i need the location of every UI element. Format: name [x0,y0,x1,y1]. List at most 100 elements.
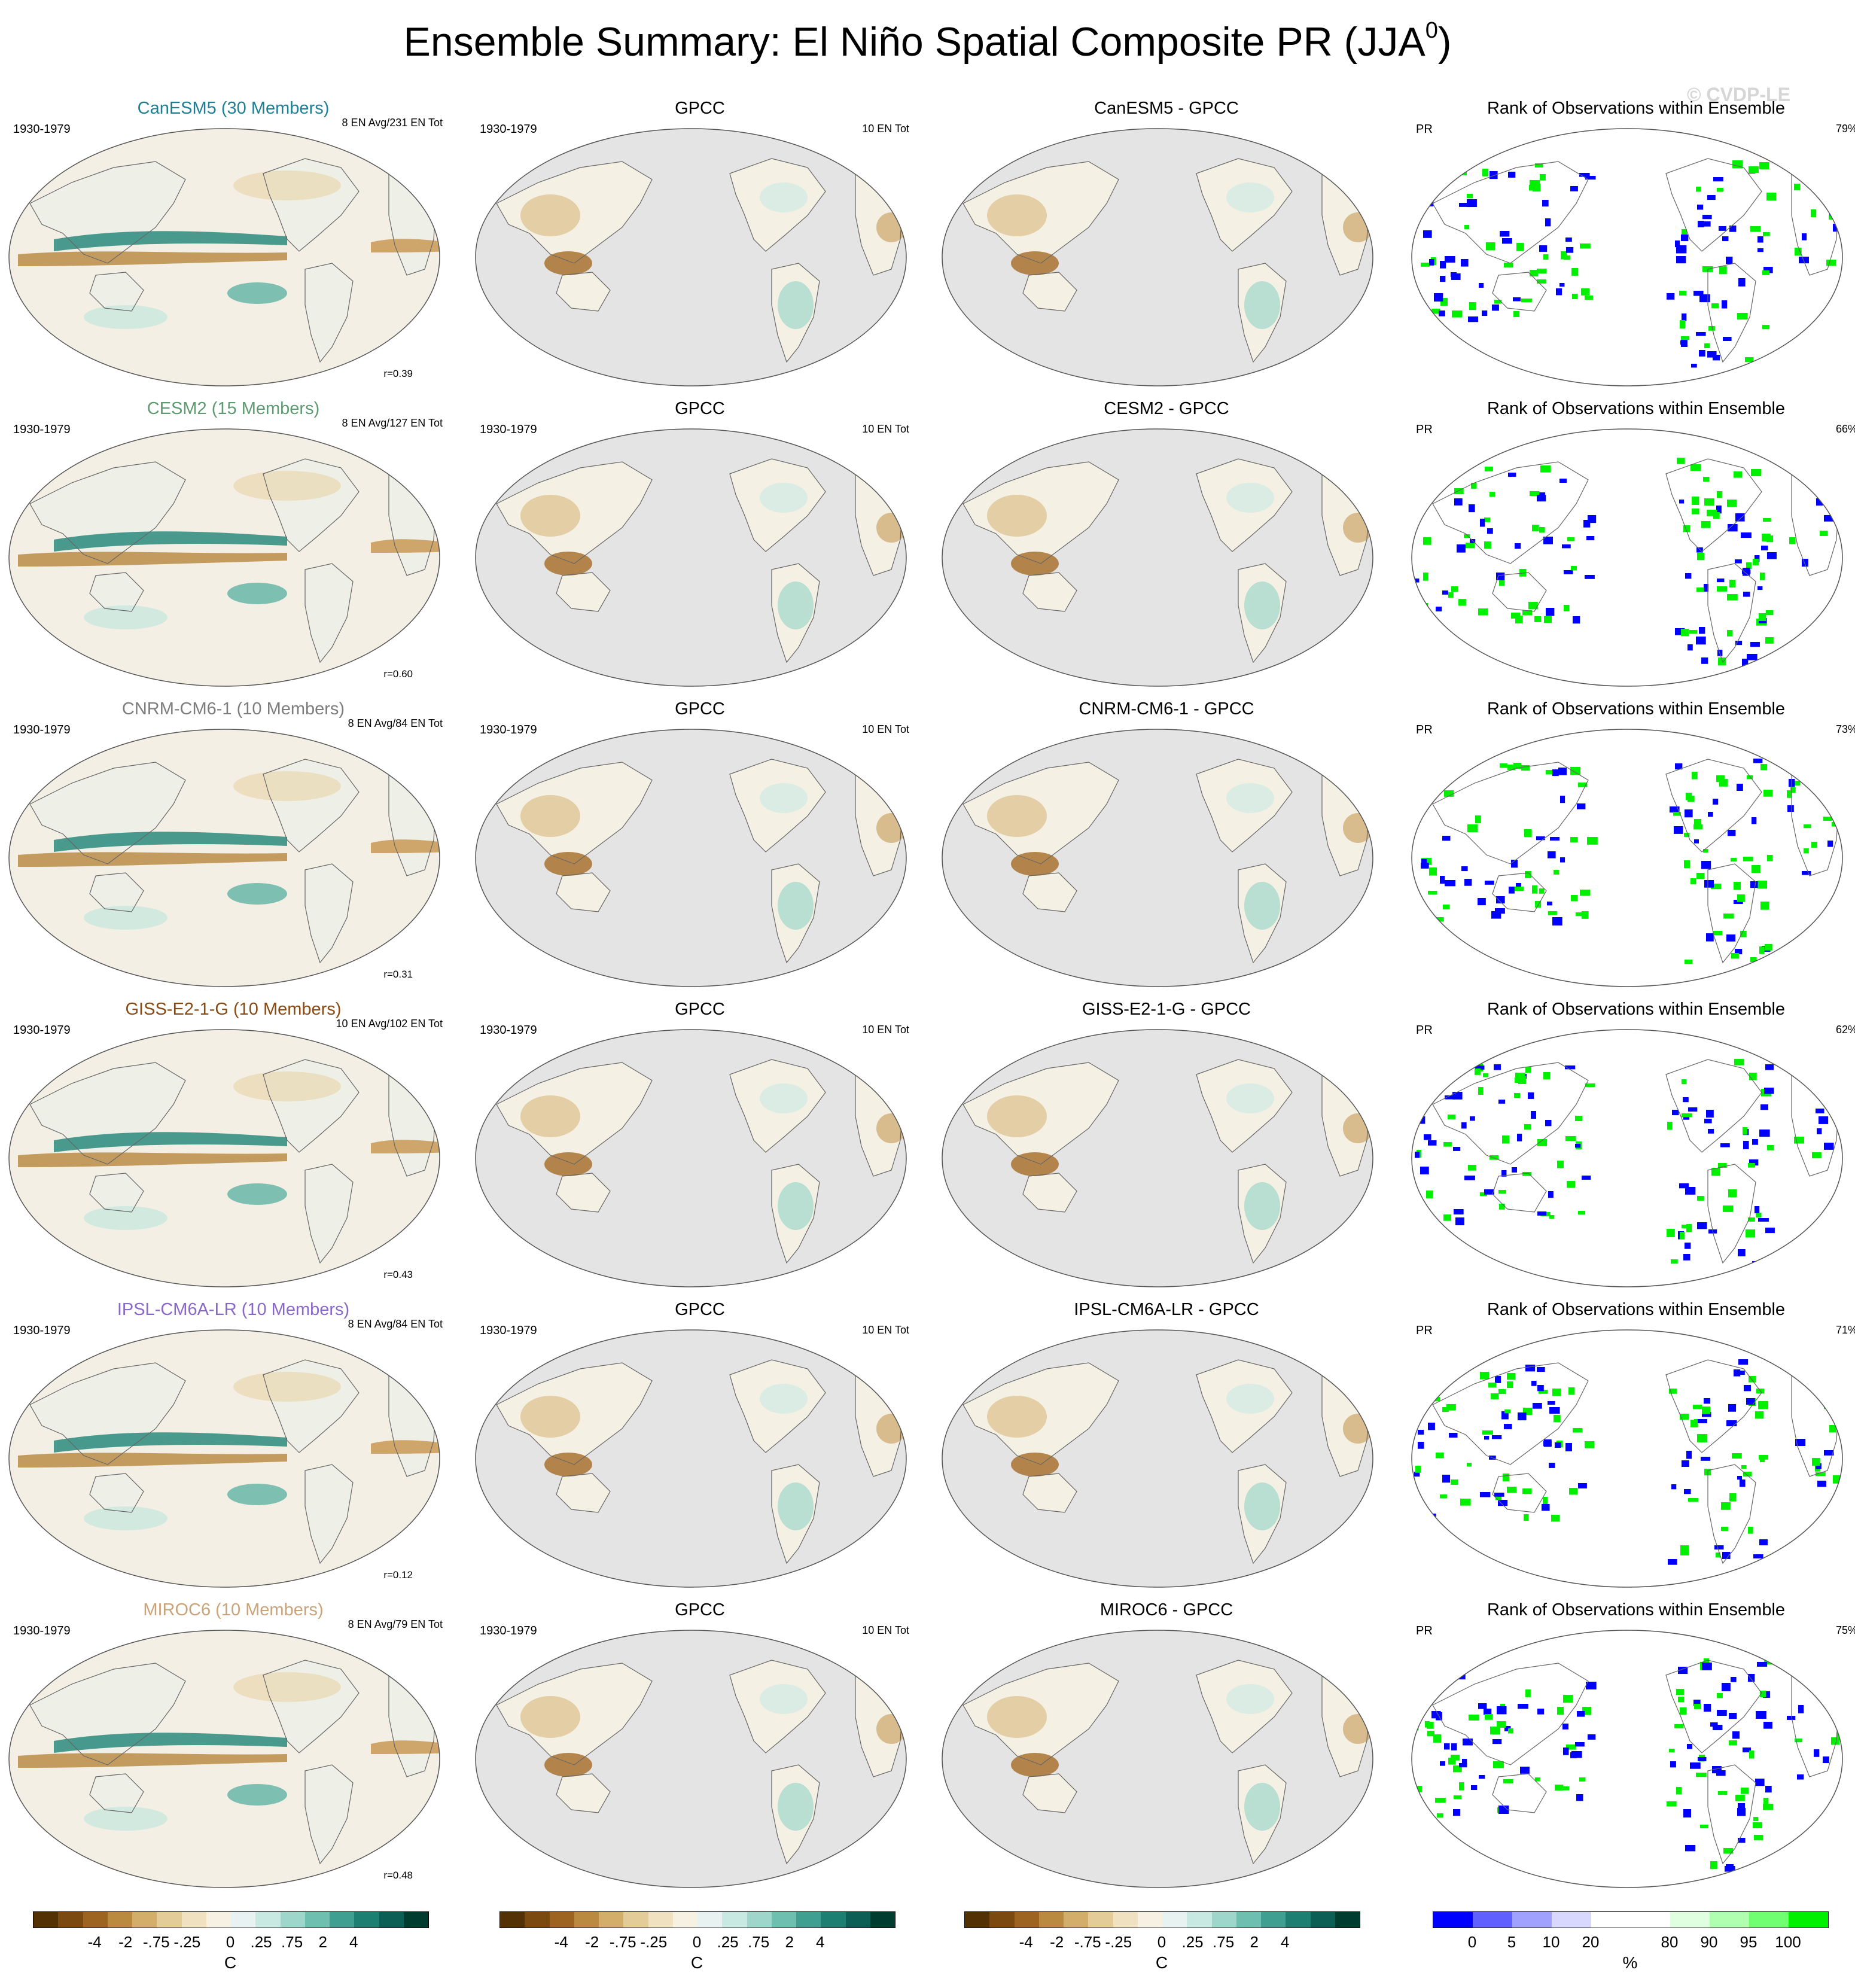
ocean-background [476,1630,906,1887]
rank-cell [1826,260,1836,266]
rank-cell [1698,1757,1707,1761]
rank-cell [1817,1481,1826,1487]
rank-cell [1548,851,1556,858]
rank-cell [1539,888,1545,894]
rank-cell [1454,1665,1463,1670]
rank-title: Rank of Observations within Ensemble [1487,99,1786,118]
coastline [729,1660,826,1753]
coastline [89,1473,144,1513]
colorbar-swatch [1113,1912,1138,1928]
rank-cell [1680,1545,1689,1552]
rank-cell [1452,310,1463,318]
rank-cell [1737,1808,1746,1816]
rank-cell [1487,528,1493,534]
rank-cell [1829,790,1839,796]
rank-cell [1578,783,1588,787]
rank-cell [1500,1704,1506,1709]
rank-cell [1811,842,1817,848]
rank-cell [1704,343,1710,348]
variable-label: PR [1416,123,1433,136]
land-area [1023,1173,1077,1212]
colorbar-swatch [157,1912,182,1928]
rank-cell [1528,1092,1534,1099]
dry-anomaly-band [371,1740,440,1754]
rank-cell [1563,1748,1569,1755]
rank-cell [1467,199,1477,208]
rank-cell [1439,310,1445,316]
rank-cell [1763,267,1773,273]
diff-map [942,1029,1373,1287]
rank-cell [1687,1744,1693,1749]
rank-cell [1749,1159,1759,1166]
rank-cell [1539,492,1546,497]
coastline [496,1362,653,1465]
dry-anomaly-patch [233,1672,341,1702]
rank-cell [1557,1707,1564,1715]
dry-anomaly-patch [520,495,580,537]
dry-anomaly-patch [1343,813,1373,843]
wet-anomaly-patch [84,305,167,329]
rank-cell [1696,187,1701,192]
rank-cell [1535,163,1543,168]
coastline [556,1173,611,1213]
map-border [475,729,907,987]
colorbar-tick-label: -2 [585,1933,599,1951]
rank-title: Rank of Observations within Ensemble [1487,399,1786,418]
dry-anomaly-patch [987,1396,1047,1438]
colorbar-tick-label: 0 [1157,1933,1166,1951]
coastline [1432,461,1589,564]
rank-cell [1737,784,1743,791]
dry-anomaly-patch [1011,1152,1059,1176]
rank-cell [1461,866,1468,872]
rank-cell [1746,1229,1755,1238]
rank-cell [1834,1084,1842,1092]
rank-cell [1521,765,1530,771]
map-border [1411,428,1843,687]
pattern-correlation: r=0.43 [383,1269,413,1280]
coastline [1432,1362,1589,1465]
rank-cell [1697,205,1704,210]
rank-cell [1585,176,1596,180]
rank-cell [1753,1817,1759,1822]
colorbar-swatch [672,1912,697,1928]
rank-cell [1694,1704,1701,1709]
rank-cell [1795,1739,1802,1743]
rank-cell [1750,881,1758,888]
rank-cell [1823,1092,1831,1098]
rank-cell [1484,1189,1495,1195]
model-map-panel: CESM2 (15 Members) 1930-1979 8 EN Avg/127 … [0,399,467,698]
rank-cell [1704,1119,1712,1124]
rank-cell [1498,1389,1506,1395]
rank-map [1411,128,1843,386]
rank-cell [1683,1097,1689,1103]
rank-cell [1532,885,1538,894]
land-area [556,573,610,611]
rank-cell [1729,1493,1737,1502]
dry-anomaly-patch [987,1696,1047,1738]
rank-map-panel: Rank of Observations within Ensemble PR 71… [1403,1300,1855,1599]
rank-cell [1696,547,1703,553]
rank-cell [1676,245,1687,254]
wet-anomaly-patch [1226,1384,1274,1414]
rank-cell [1558,768,1567,775]
rank-cell [1758,1218,1769,1222]
rank-cell [1490,1727,1500,1735]
colorbar-swatch [1433,1912,1473,1928]
rank-cell [1743,1141,1749,1149]
coastline [1022,572,1077,612]
rank-cell [1530,270,1539,277]
rank-cell [1525,1689,1531,1697]
ocean-background [1412,129,1842,386]
colorbar-swatch [574,1912,599,1928]
rank-cell [1500,231,1510,237]
colorbar-swatch [989,1912,1015,1928]
rank-map-panel: Rank of Observations within Ensemble PR 66… [1403,399,1855,698]
rank-cell [1564,255,1570,260]
obs-map-panel: GPCC 1930-1979 10 EN Tot [467,99,933,398]
rank-cell [1704,498,1714,506]
colorbar-swatch [33,1912,59,1928]
colorbar-tick-label: .25 [1181,1933,1204,1951]
event-count: 8 EN Avg/79 EN Tot [348,1618,443,1630]
obs-map [475,1630,907,1888]
colorbar-tick-label: -.75 [142,1933,170,1951]
